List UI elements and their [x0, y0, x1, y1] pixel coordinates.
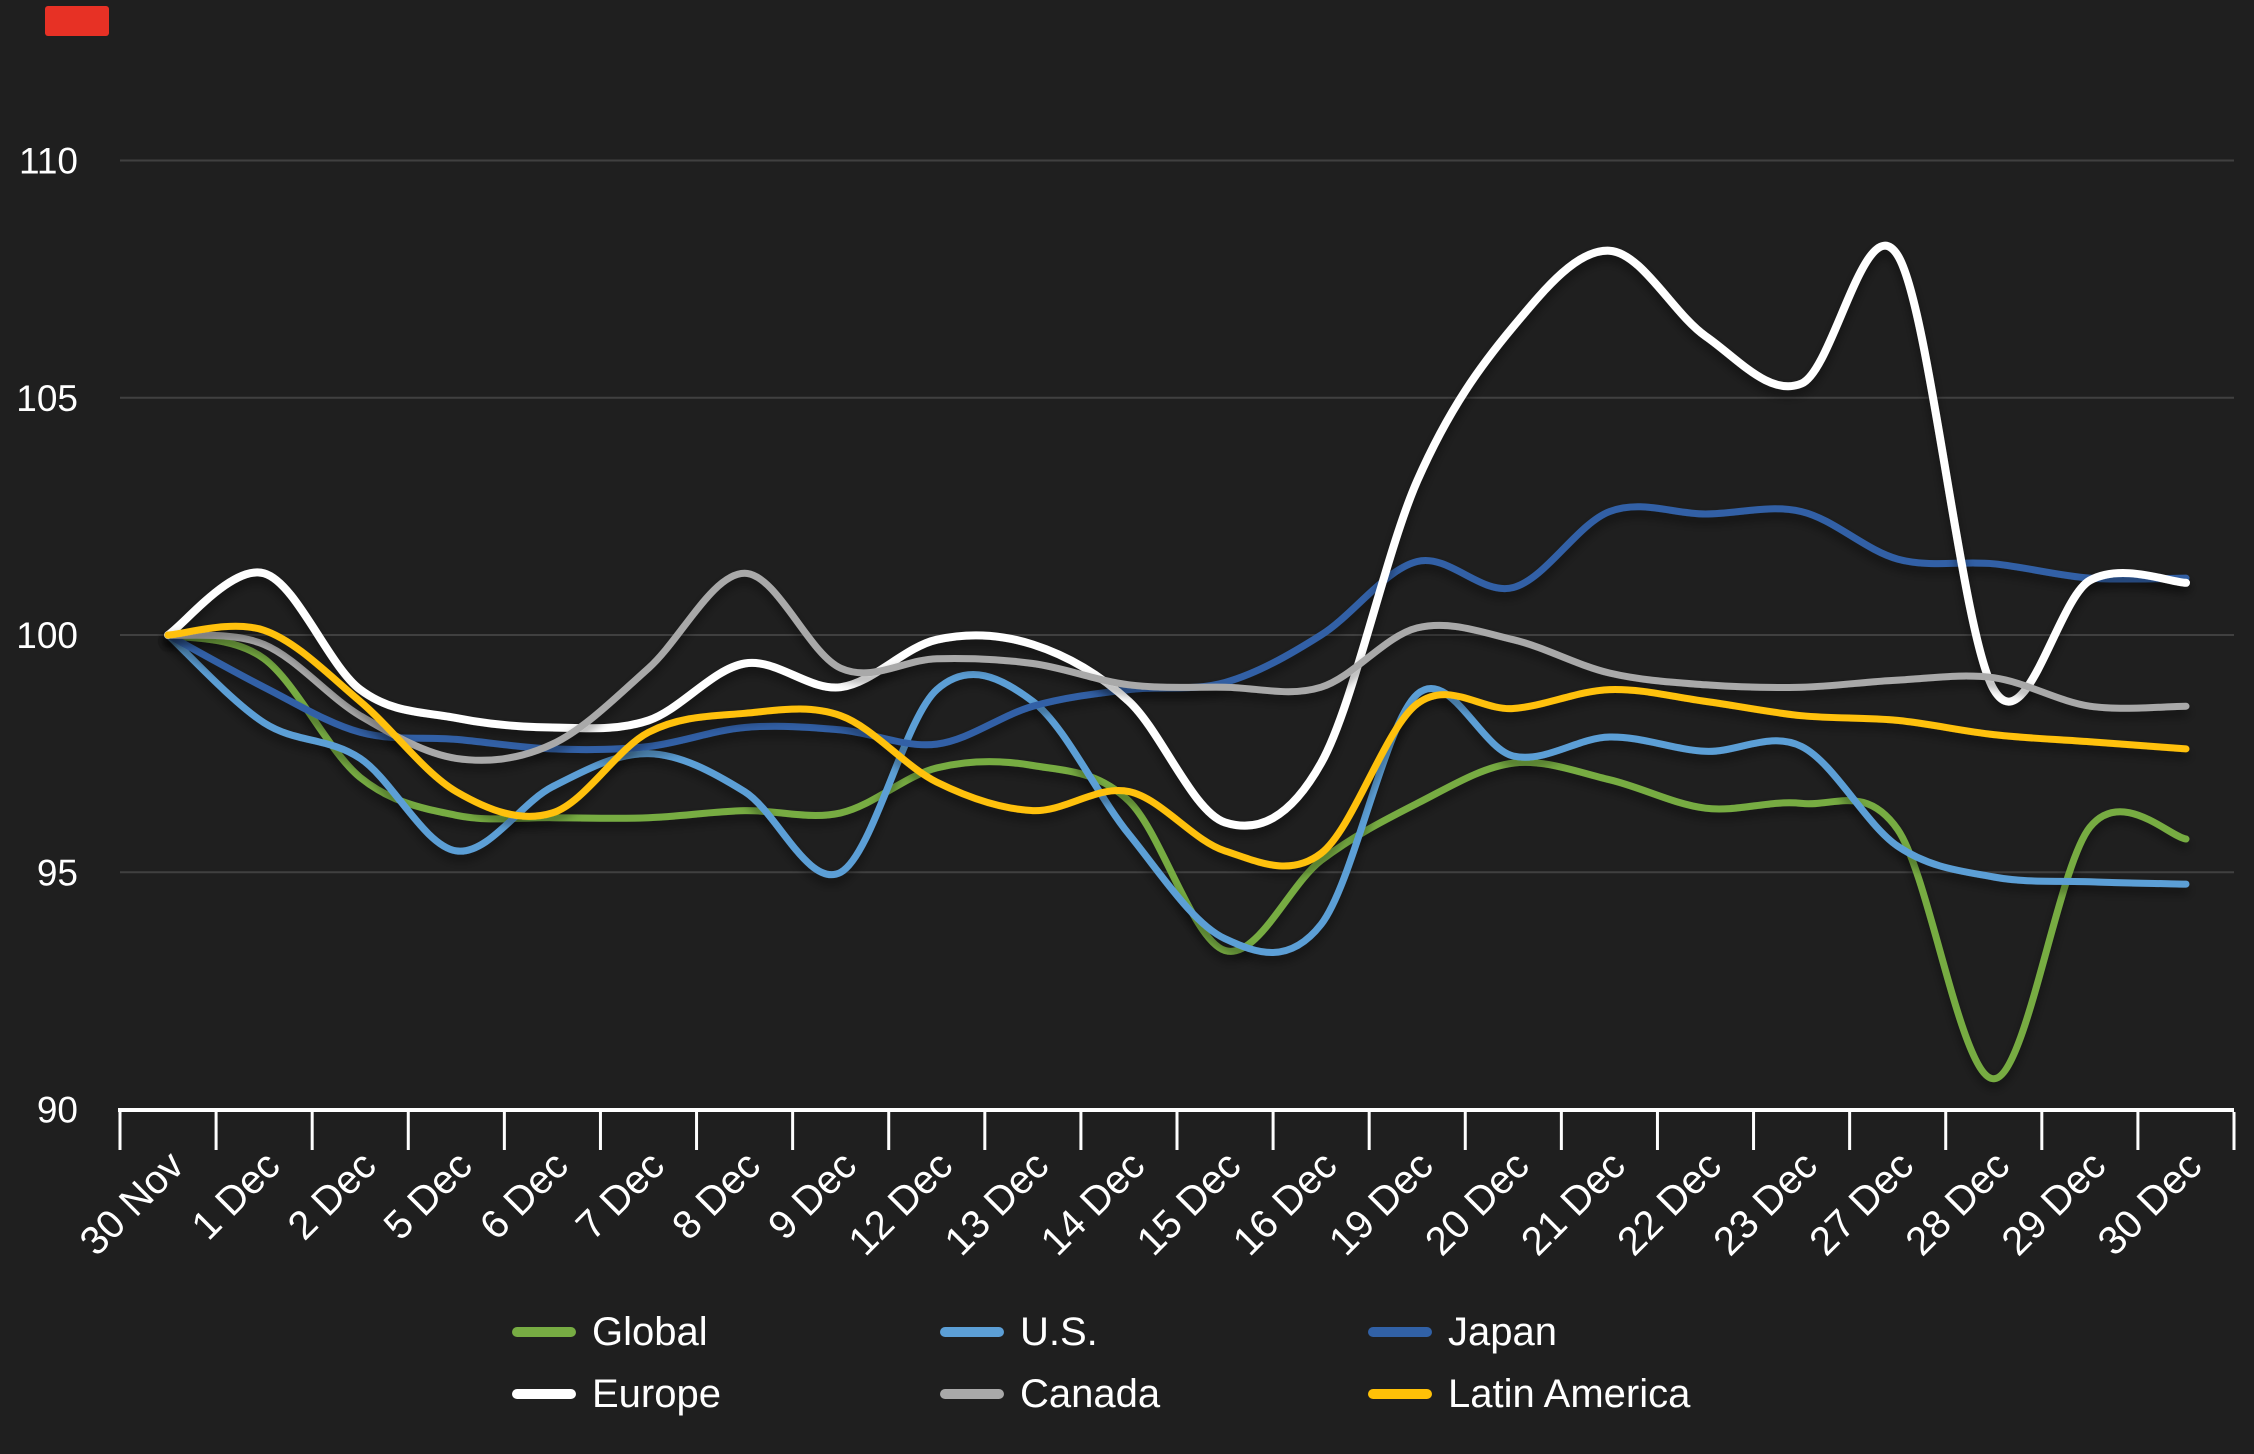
x-axis-label-23-dec: 23 Dec: [1705, 1143, 1826, 1264]
legend-label: Canada: [1020, 1372, 1161, 1416]
legend-swatch-icon: [512, 1327, 576, 1337]
x-axis-label-1-dec: 1 Dec: [183, 1143, 288, 1248]
series-line-u-s-: [164, 631, 2190, 956]
recording-indicator: [45, 6, 109, 36]
series-line-global: [164, 631, 2190, 1083]
series-line-canada: [164, 569, 2190, 764]
legend-item-global[interactable]: Global: [512, 1308, 708, 1356]
legend-swatch-icon: [940, 1327, 1004, 1337]
x-axis-label-12-dec: 12 Dec: [840, 1143, 961, 1264]
x-axis-label-19-dec: 19 Dec: [1321, 1143, 1442, 1264]
y-axis-label-105: 105: [16, 378, 78, 419]
legend-label: Global: [592, 1310, 708, 1354]
legend-item-europe[interactable]: Europe: [512, 1370, 721, 1418]
legend-swatch-icon: [1368, 1327, 1432, 1337]
legend-swatch-icon: [940, 1389, 1004, 1399]
legend-item-latin-america[interactable]: Latin America: [1368, 1370, 1690, 1418]
y-axis-label-95: 95: [37, 852, 78, 893]
x-axis-label-30-nov: 30 Nov: [72, 1143, 193, 1264]
x-axis-label-29-dec: 29 Dec: [1993, 1143, 2114, 1264]
y-axis-label-110: 110: [19, 141, 78, 182]
series-line-japan: [164, 503, 2190, 754]
series-line-latin-america: [164, 622, 2190, 870]
x-axis-label-7-dec: 7 Dec: [568, 1143, 673, 1248]
x-axis-label-22-dec: 22 Dec: [1609, 1143, 1730, 1264]
x-axis-label-5-dec: 5 Dec: [376, 1143, 481, 1248]
x-axis-label-27-dec: 27 Dec: [1801, 1143, 1922, 1264]
legend-swatch-icon: [1368, 1389, 1432, 1399]
series-line-europe: [164, 241, 2190, 830]
legend-label: Europe: [592, 1372, 721, 1416]
legend-item-canada[interactable]: Canada: [940, 1370, 1160, 1418]
x-axis-label-16-dec: 16 Dec: [1225, 1143, 1346, 1264]
x-axis-label-15-dec: 15 Dec: [1129, 1143, 1250, 1264]
legend-item-u-s-[interactable]: U.S.: [940, 1308, 1098, 1356]
y-axis-label-100: 100: [16, 615, 78, 656]
legend-swatch-icon: [512, 1389, 576, 1399]
x-axis-label-2-dec: 2 Dec: [280, 1143, 385, 1248]
x-axis-label-28-dec: 28 Dec: [1897, 1143, 2018, 1264]
legend-item-japan[interactable]: Japan: [1368, 1308, 1557, 1356]
x-axis-label-30-dec: 30 Dec: [2090, 1143, 2211, 1264]
x-axis-label-20-dec: 20 Dec: [1417, 1143, 1538, 1264]
x-axis-label-6-dec: 6 Dec: [472, 1143, 577, 1248]
x-axis-label-21-dec: 21 Dec: [1513, 1143, 1634, 1264]
legend-label: U.S.: [1020, 1310, 1098, 1354]
x-axis-label-14-dec: 14 Dec: [1033, 1143, 1154, 1264]
x-axis-label-13-dec: 13 Dec: [936, 1143, 1057, 1264]
legend-label: Latin America: [1448, 1372, 1691, 1416]
x-axis-label-8-dec: 8 Dec: [664, 1143, 769, 1248]
y-axis-label-90: 90: [37, 1090, 78, 1131]
legend-label: Japan: [1448, 1310, 1557, 1354]
